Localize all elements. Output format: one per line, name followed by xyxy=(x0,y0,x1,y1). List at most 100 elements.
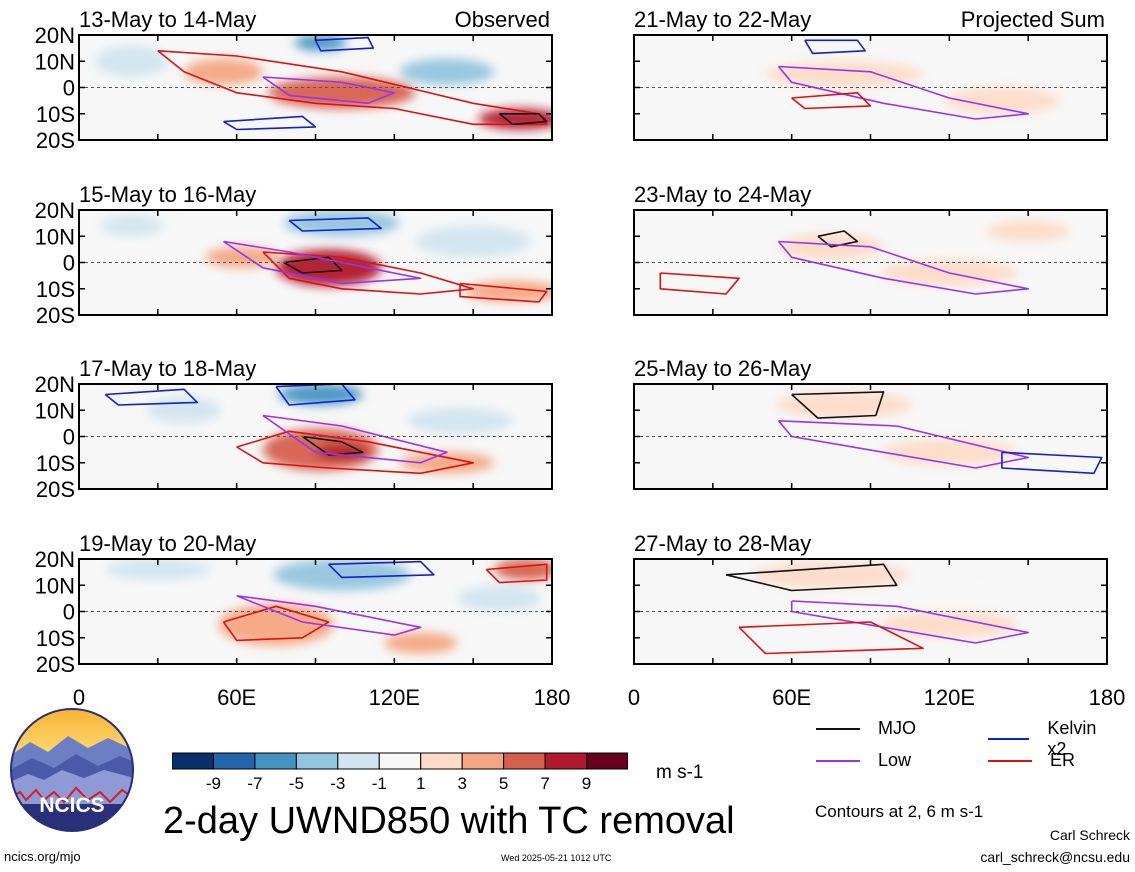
wind-anomaly-blob xyxy=(100,215,164,237)
y-tick-label: 0 xyxy=(63,425,75,450)
colorbar-tick-label: -7 xyxy=(247,774,262,793)
contour-line xyxy=(262,414,448,464)
contour-group xyxy=(222,560,548,642)
wind-anomaly-blob xyxy=(383,632,458,654)
wind-anomaly-blob xyxy=(881,611,1018,638)
panel-date-label: 19-May to 20-May xyxy=(79,531,256,556)
contour-note: Contours at 2, 6 m s-1 xyxy=(815,802,984,821)
contour-line xyxy=(262,251,474,295)
wind-anomaly-blob xyxy=(928,389,1023,411)
contour-line xyxy=(459,282,548,303)
contour-group xyxy=(223,217,548,303)
wind-anomaly-blob xyxy=(294,35,348,51)
wind-anomaly-blob xyxy=(94,45,169,77)
panel-date-label: 15-May to 16-May xyxy=(79,182,256,207)
wind-anomaly-blob xyxy=(147,397,221,424)
colorbar-unit: m s-1 xyxy=(656,762,704,783)
panel-date-label: 21-May to 22-May xyxy=(634,7,811,32)
contour-line xyxy=(791,391,885,419)
column-header: Observed xyxy=(455,7,550,32)
figure-title: 2-day UWND850 with TC removal xyxy=(163,800,735,842)
colorbar-tick-label: 1 xyxy=(416,774,425,793)
contour-line xyxy=(791,92,872,110)
legend-item-er: ER xyxy=(988,750,1075,771)
wind-anomaly-blob xyxy=(670,587,755,615)
author-email[interactable]: carl_schreck@ncsu.edu xyxy=(980,849,1130,865)
y-tick-label: 10N xyxy=(35,49,75,74)
y-tick-label: 20S xyxy=(36,128,75,153)
site-link[interactable]: ncics.org/mjo xyxy=(4,849,81,864)
contour-line xyxy=(288,217,382,232)
contour-line xyxy=(262,76,396,105)
wind-anomaly-blob xyxy=(775,391,913,419)
legend-swatch-low xyxy=(816,759,860,762)
wind-anomaly-blob xyxy=(283,210,400,237)
wind-anomaly-blob xyxy=(268,77,416,109)
panel-date-label: 13-May to 14-May xyxy=(79,7,256,32)
map-panel: 23-May to 24-May xyxy=(633,182,1108,316)
colorbar-swatch xyxy=(544,752,588,770)
wind-anomaly-field xyxy=(670,561,1044,638)
panel-date-label: 25-May to 26-May xyxy=(634,356,811,381)
panel-date-label: 27-May to 28-May xyxy=(634,531,811,556)
x-tick-label: 60E xyxy=(217,685,256,710)
wind-anomaly-blob xyxy=(691,223,787,250)
contour-line xyxy=(804,39,866,55)
y-tick-label: 20N xyxy=(35,547,75,572)
contour-line xyxy=(1001,451,1103,475)
y-tick-label: 10S xyxy=(36,102,75,127)
colorbar-swatch xyxy=(461,752,505,770)
map-panel: 25-May to 26-May xyxy=(633,356,1108,490)
contour-line xyxy=(301,435,364,456)
y-tick-label: 10N xyxy=(35,398,75,423)
legend-swatch-er xyxy=(988,759,1032,762)
y-tick-label: 0 xyxy=(63,600,75,625)
x-tick-label: 0 xyxy=(73,685,85,710)
ncics-logo: NCICS xyxy=(10,708,134,832)
colorbar-swatch xyxy=(503,752,546,770)
wind-anomaly-blob xyxy=(986,220,1071,242)
y-tick-label: 10N xyxy=(35,224,75,249)
legend-swatch-kelvin xyxy=(988,738,1030,740)
map-panel: 21-May to 22-May Projected Sum xyxy=(633,7,1108,141)
contour-group xyxy=(659,230,1029,295)
y-tick-label: 10S xyxy=(36,451,75,476)
contour-line xyxy=(777,65,1029,120)
legend: MJO Kelvin x2 Low ER xyxy=(816,718,1116,778)
wind-anomaly-blob xyxy=(273,559,411,591)
wind-anomaly-blob xyxy=(457,585,542,612)
wind-anomaly-blob xyxy=(399,58,495,85)
x-tick-label: 0 xyxy=(628,685,640,710)
x-tick-label: 180 xyxy=(1089,685,1126,710)
y-tick-label: 20N xyxy=(35,198,75,223)
wind-anomaly-blob xyxy=(752,561,910,588)
contour-line xyxy=(223,240,422,285)
legend-label-er: ER xyxy=(1050,750,1076,770)
colorbar-swatch xyxy=(295,752,339,770)
contour-line xyxy=(236,430,474,475)
contour-line xyxy=(236,595,422,636)
y-tick-label: 20S xyxy=(36,477,75,502)
author-name: Carl Schreck xyxy=(1049,827,1130,843)
column-header: Projected Sum xyxy=(961,7,1105,32)
contour-line xyxy=(738,621,924,655)
contour-line xyxy=(725,563,898,592)
wind-anomaly-blob xyxy=(278,384,363,405)
legend-item-mjo: MJO xyxy=(816,718,916,739)
colorbar-swatch xyxy=(378,752,422,770)
colorbar-tick-label: 7 xyxy=(540,774,549,793)
colorbar-tick-label: -3 xyxy=(330,774,345,793)
logo-text: NCICS xyxy=(39,794,104,817)
wind-anomaly-blob xyxy=(944,87,1060,114)
legend-swatch-mjo xyxy=(816,727,860,730)
wind-anomaly-blob xyxy=(686,42,792,70)
legend-label-low: Low xyxy=(878,750,912,770)
y-tick-label: 10S xyxy=(36,626,75,651)
wind-anomaly-blob xyxy=(399,452,495,474)
wind-anomaly-blob xyxy=(407,407,513,434)
contour-line xyxy=(223,115,317,131)
x-tick-label: 120E xyxy=(369,685,420,710)
y-tick-label: 10S xyxy=(36,277,75,302)
